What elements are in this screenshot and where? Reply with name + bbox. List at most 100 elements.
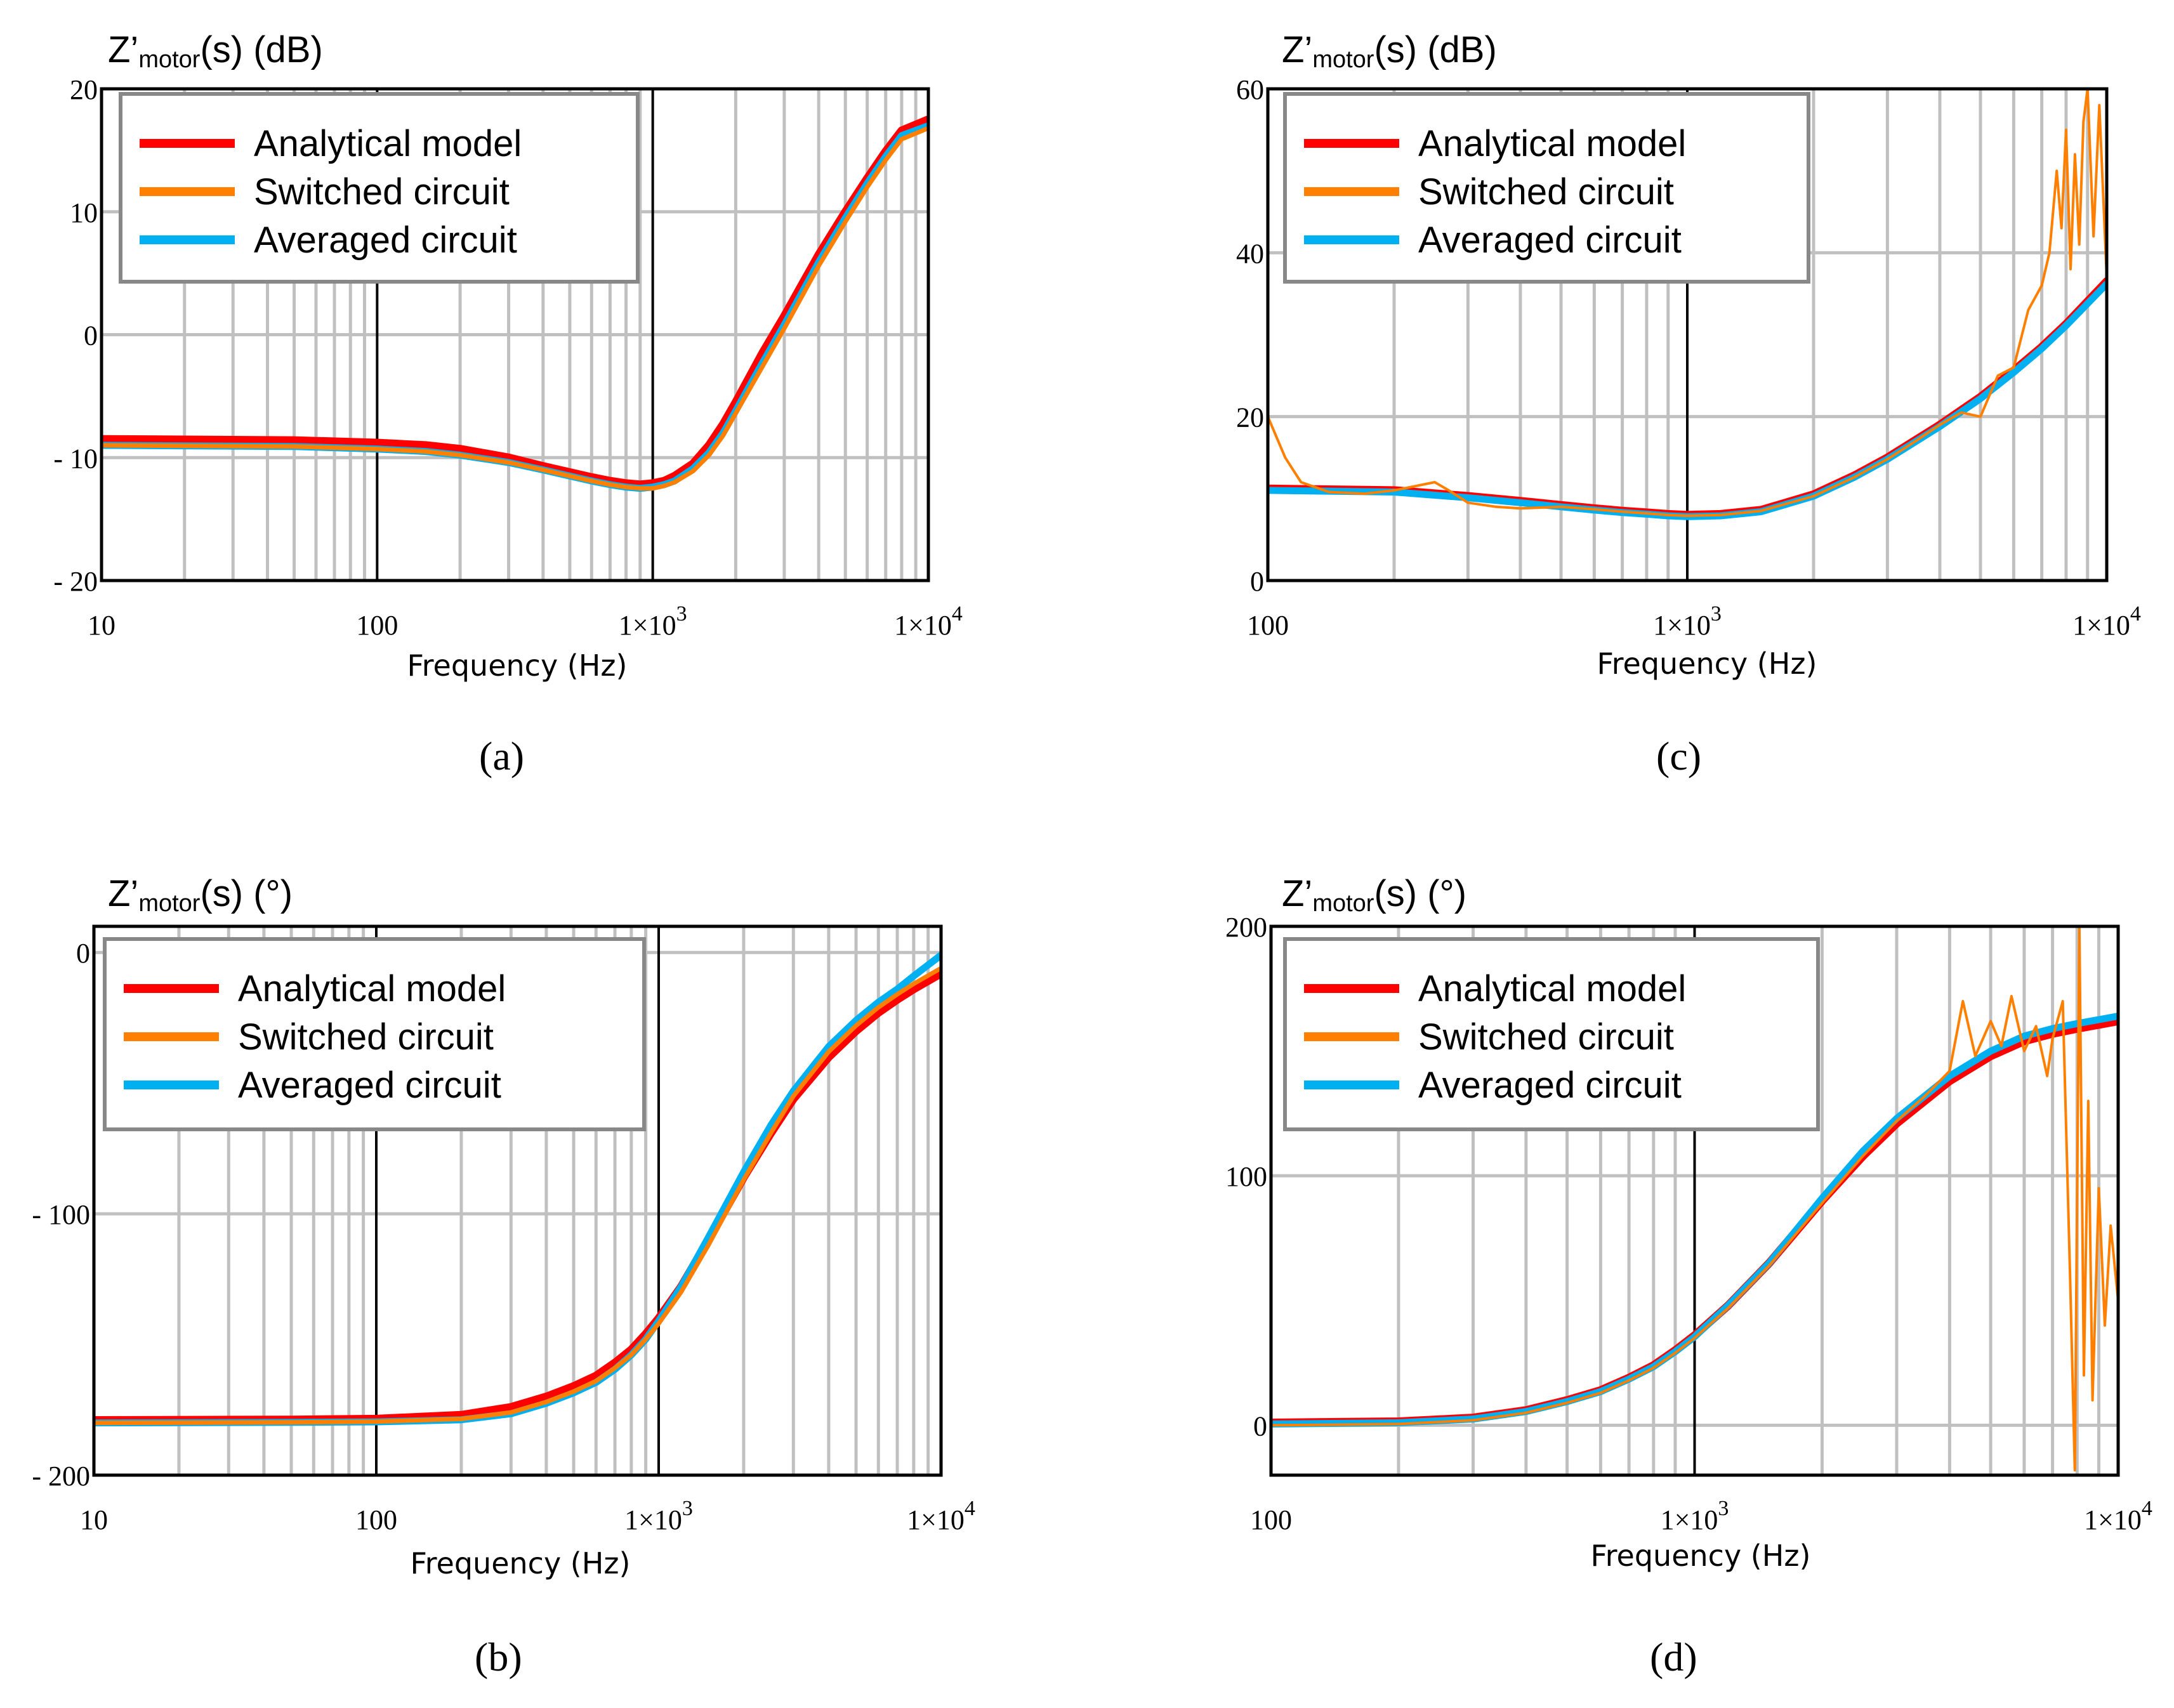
x-tick-exponent: 4: [952, 602, 963, 626]
y-axis-label-main: Z’: [108, 29, 138, 70]
x-tick-exponent: 4: [2142, 1497, 2152, 1520]
caption-c: (c): [1656, 733, 1702, 778]
legend: Analytical model Switched circuit Averaged…: [119, 92, 640, 284]
x-tick-base: 100: [1247, 610, 1289, 641]
y-axis-label-main: Z’: [108, 873, 138, 914]
plot-frame: [92, 924, 943, 1477]
legend: Analytical model Switched circuit Averaged…: [103, 937, 646, 1131]
y-axis-label-subscript: motor: [138, 46, 200, 73]
x-axis-label: Frequency (Hz): [1597, 647, 1817, 681]
x-tick-base: 1×10: [894, 610, 952, 641]
y-tick-label: 200: [1225, 912, 1267, 943]
x-tick-label: 10: [80, 1504, 108, 1535]
x-tick-label: 100: [356, 610, 398, 641]
x-tick-label: 1×103: [1653, 602, 1722, 641]
plot-frame: [100, 87, 930, 582]
y-axis-label: Z’motor(s) (dB): [1282, 29, 1497, 73]
x-tick-exponent: 4: [965, 1497, 975, 1520]
y-axis-label-suffix: (s) (dB): [200, 29, 322, 70]
legend-label: Analytical model: [254, 123, 522, 164]
y-axis-label-main: Z’: [1282, 873, 1312, 914]
y-axis-label: Z’motor(s) (°): [1282, 873, 1466, 917]
x-tick-base: 1×10: [624, 1504, 682, 1535]
y-tick-label: 60: [1236, 74, 1264, 105]
x-tick-label: 1×104: [2072, 602, 2141, 641]
y-axis-label: Z’motor(s) (dB): [108, 29, 323, 73]
y-tick-label: 20: [70, 74, 98, 105]
plot-frame: [1266, 87, 2109, 582]
legend-label: Averaged circuit: [1418, 220, 1682, 261]
x-tick-base: 10: [88, 610, 115, 641]
legend-label: Switched circuit: [1418, 171, 1674, 213]
x-tick-label: 100: [1250, 1504, 1292, 1535]
y-axis-label-suffix: (s) (°): [1374, 873, 1466, 914]
x-tick-exponent: 3: [676, 602, 687, 626]
legend-label: Averaged circuit: [1418, 1065, 1682, 1106]
x-tick-base: 100: [355, 1504, 397, 1535]
y-axis-label: Z’motor(s) (°): [108, 873, 293, 917]
y-tick-label: 0: [1253, 1410, 1267, 1442]
x-tick-base: 100: [356, 610, 398, 641]
x-tick-label: 1×104: [907, 1497, 975, 1535]
legend-label: Switched circuit: [1418, 1016, 1674, 1058]
y-tick-label: 0: [84, 320, 98, 351]
x-tick-base: 100: [1250, 1504, 1292, 1535]
x-tick-label: 100: [1247, 610, 1289, 641]
x-tick-label: 10: [88, 610, 115, 641]
legend: Analytical model Switched circuit Averaged…: [1283, 937, 1820, 1131]
y-tick-label: 40: [1236, 238, 1264, 269]
legend-label: Analytical model: [1418, 123, 1686, 164]
x-tick-exponent: 3: [1718, 1497, 1729, 1520]
legend-label: Averaged circuit: [238, 1065, 501, 1106]
x-tick-label: 1×104: [894, 602, 963, 641]
y-tick-label: - 20: [53, 566, 98, 597]
y-axis-label-subscript: motor: [1312, 46, 1374, 73]
plot-frame: [1269, 924, 2120, 1477]
x-tick-label: 1×104: [2084, 1497, 2152, 1535]
x-tick-base: 1×10: [619, 610, 676, 641]
x-tick-base: 10: [80, 1504, 108, 1535]
y-tick-label: 0: [1250, 566, 1264, 597]
x-tick-base: 1×10: [907, 1504, 965, 1535]
x-tick-base: 1×10: [1661, 1504, 1718, 1535]
y-tick-label: - 10: [53, 443, 98, 474]
x-tick-exponent: 4: [2130, 602, 2141, 626]
legend-label: Switched circuit: [254, 171, 510, 213]
legend: Analytical model Switched circuit Averaged…: [1283, 92, 1810, 284]
y-tick-label: - 100: [32, 1199, 90, 1230]
caption-d: (d): [1650, 1634, 1697, 1679]
x-tick-base: 1×10: [2084, 1504, 2142, 1535]
x-tick-base: 1×10: [1653, 610, 1711, 641]
series-line-switched-circuit: [102, 126, 928, 491]
y-tick-label: 10: [70, 197, 98, 228]
x-tick-base: 1×10: [2072, 610, 2130, 641]
series-line-switched-circuit: [1271, 926, 2118, 1472]
x-tick-label: 1×103: [624, 1497, 693, 1535]
legend-label: Averaged circuit: [254, 220, 517, 261]
y-axis-label-subscript: motor: [138, 890, 200, 917]
x-axis-label: Frequency (Hz): [1591, 1539, 1811, 1573]
y-axis-label-suffix: (s) (°): [200, 873, 293, 914]
x-axis-label: Frequency (Hz): [407, 648, 628, 683]
y-tick-label: 100: [1225, 1161, 1267, 1192]
x-tick-label: 100: [355, 1504, 397, 1535]
caption-a: (a): [479, 733, 525, 778]
series-line-switched-circuit: [1268, 89, 2107, 517]
legend-label: Analytical model: [1418, 968, 1686, 1009]
y-tick-label: - 200: [32, 1461, 90, 1492]
x-tick-label: 1×103: [1661, 1497, 1729, 1535]
x-tick-exponent: 3: [682, 1497, 693, 1520]
y-tick-label: 0: [76, 938, 90, 969]
series-line-switched-circuit: [94, 966, 941, 1426]
legend-label: Analytical model: [238, 968, 506, 1009]
legend-label: Switched circuit: [238, 1016, 494, 1058]
x-axis-label: Frequency (Hz): [411, 1546, 631, 1580]
y-axis-label-suffix: (s) (dB): [1374, 29, 1496, 70]
y-axis-label-subscript: motor: [1312, 890, 1374, 917]
caption-b: (b): [475, 1634, 522, 1679]
